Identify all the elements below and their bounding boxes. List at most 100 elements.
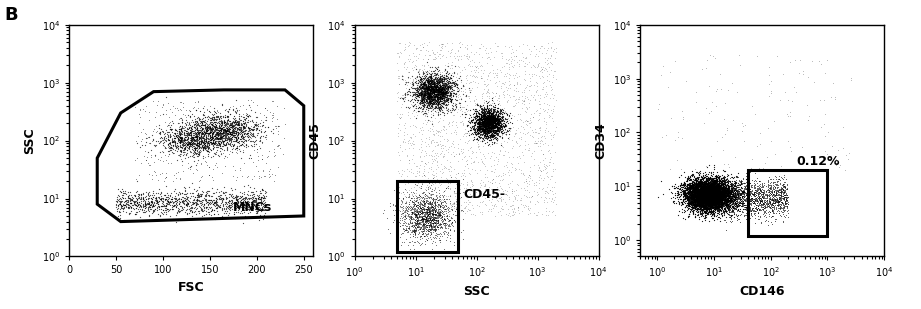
Point xyxy=(695,204,710,209)
Point xyxy=(708,195,723,200)
Point xyxy=(484,134,499,139)
Point xyxy=(689,179,704,184)
Point xyxy=(192,134,207,139)
Point xyxy=(745,103,760,108)
Point xyxy=(475,117,490,122)
Point xyxy=(222,136,237,141)
Point xyxy=(415,218,430,223)
Point xyxy=(705,191,719,196)
Point xyxy=(685,185,700,190)
Point xyxy=(461,207,476,212)
Point xyxy=(422,68,437,73)
Point xyxy=(401,212,415,217)
Point xyxy=(473,119,488,124)
Point xyxy=(117,190,132,195)
Point xyxy=(426,100,441,105)
Point xyxy=(428,208,443,213)
Point xyxy=(480,129,495,133)
Point xyxy=(420,88,435,93)
Point xyxy=(484,125,498,130)
Point xyxy=(225,134,239,139)
Point xyxy=(433,103,448,108)
Point xyxy=(413,105,427,110)
Point xyxy=(509,193,524,197)
Point xyxy=(206,142,221,146)
Point xyxy=(475,109,490,114)
Point xyxy=(713,192,728,197)
Point xyxy=(688,192,703,197)
Point xyxy=(717,194,731,199)
Point xyxy=(695,180,710,185)
Point xyxy=(706,193,721,198)
Point xyxy=(740,199,755,204)
Point xyxy=(706,196,721,201)
Point xyxy=(471,143,485,148)
Point xyxy=(491,115,506,120)
Point xyxy=(435,96,449,101)
Point xyxy=(466,150,481,155)
Point xyxy=(179,202,193,207)
Point xyxy=(714,199,729,204)
Point xyxy=(430,184,445,189)
Point xyxy=(421,56,436,61)
Point xyxy=(688,189,703,194)
Point xyxy=(740,194,755,199)
Point xyxy=(698,197,713,201)
Point xyxy=(765,200,780,205)
Point xyxy=(712,185,727,190)
Point xyxy=(227,119,242,124)
Point xyxy=(713,189,728,194)
Point xyxy=(231,121,246,125)
Point xyxy=(441,218,456,223)
Point xyxy=(222,202,237,207)
Point xyxy=(251,205,265,210)
Point xyxy=(499,99,514,104)
Point xyxy=(478,124,493,129)
Point xyxy=(414,86,428,91)
Point xyxy=(236,121,251,125)
Point xyxy=(702,196,717,201)
Point xyxy=(234,202,249,207)
Point xyxy=(479,123,494,128)
Point xyxy=(422,86,437,91)
Point xyxy=(413,83,427,88)
Point xyxy=(696,195,711,200)
Point xyxy=(688,205,703,210)
Point xyxy=(430,80,445,85)
Point xyxy=(711,200,726,205)
Point xyxy=(194,121,209,126)
Point xyxy=(419,89,434,94)
Point xyxy=(395,213,410,218)
Point xyxy=(434,92,449,97)
Point xyxy=(540,91,554,96)
Point xyxy=(189,108,204,113)
Point xyxy=(407,240,422,245)
Point xyxy=(420,86,435,91)
Point xyxy=(230,204,245,209)
Point xyxy=(680,194,694,199)
Point xyxy=(712,187,727,192)
Point xyxy=(430,93,445,98)
Point xyxy=(484,116,498,121)
Point xyxy=(715,196,729,201)
Point xyxy=(676,198,691,203)
Point xyxy=(452,40,467,45)
Point xyxy=(712,197,727,201)
Point xyxy=(734,185,749,190)
Point xyxy=(690,185,705,190)
Point xyxy=(698,199,713,204)
Point xyxy=(203,138,217,143)
Point xyxy=(717,192,731,197)
Point xyxy=(200,191,215,196)
Point xyxy=(216,195,230,200)
Point xyxy=(485,71,500,76)
Point xyxy=(270,123,285,128)
Point xyxy=(431,210,446,215)
Point xyxy=(751,210,765,215)
Point xyxy=(708,191,723,196)
Point xyxy=(692,201,706,205)
Point xyxy=(699,188,714,193)
Point xyxy=(774,199,788,204)
Point xyxy=(198,140,213,145)
Point xyxy=(417,99,432,104)
